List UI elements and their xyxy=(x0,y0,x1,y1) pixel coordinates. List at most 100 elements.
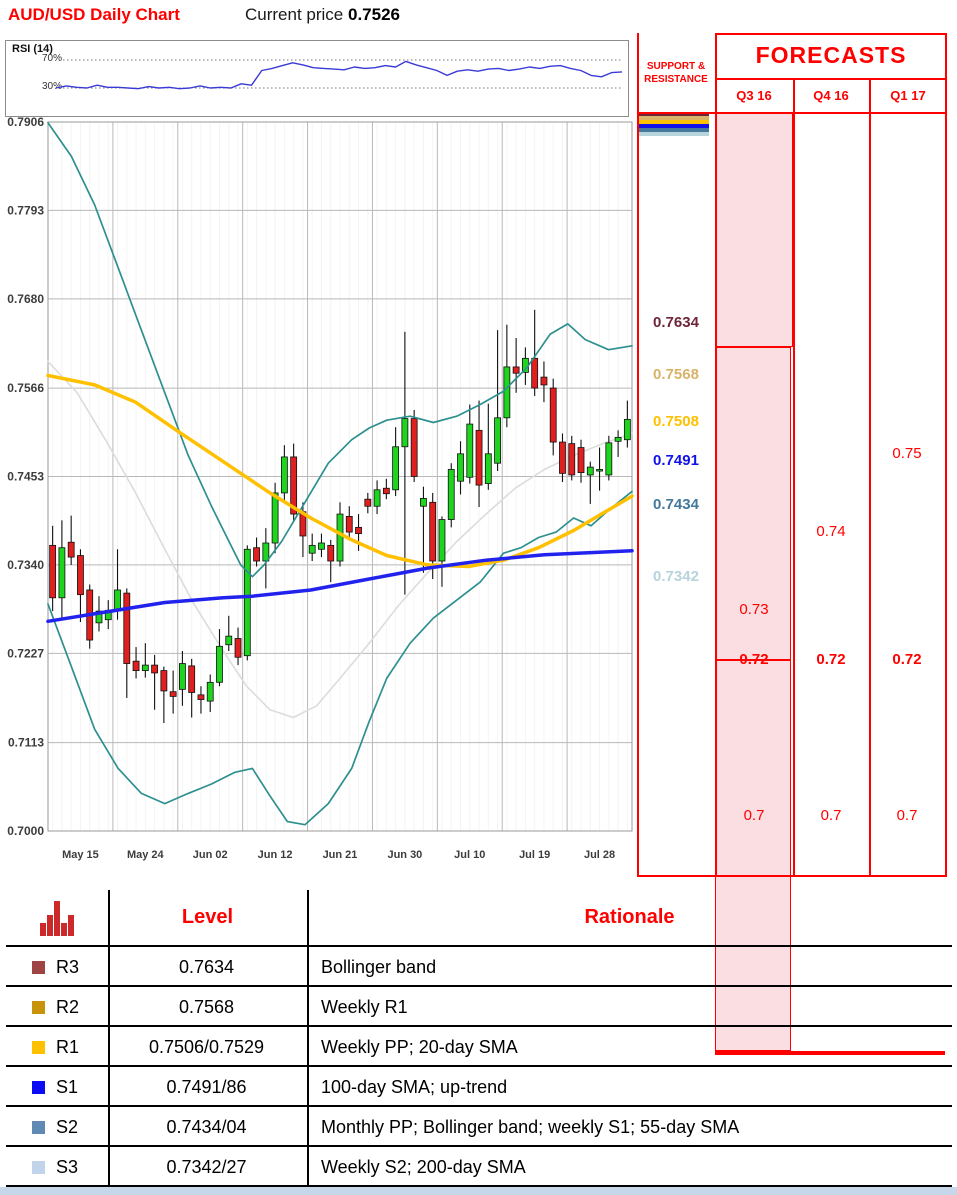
table-divider xyxy=(108,890,110,1185)
candle-body xyxy=(95,610,103,624)
level-name: R1 xyxy=(56,1036,80,1057)
forecast-high-label: 0.75 xyxy=(892,444,922,462)
table-row: S3 0.7342/27 Weekly S2; 200-day SMA xyxy=(6,1145,952,1187)
x-axis-label: May 24 xyxy=(127,849,165,861)
candle-body xyxy=(151,664,159,674)
candle-body xyxy=(614,436,622,442)
y-axis-label: 0.7113 xyxy=(8,736,44,750)
table-bottom-border xyxy=(6,1185,952,1187)
level-swatch xyxy=(32,960,45,974)
forecast-quarter-q3: Q3 16 xyxy=(736,87,772,103)
candle-body xyxy=(290,456,298,515)
support-resistance-column: 0.7634 0.7568 0.7508 0.7491 0.7434 0.7342 xyxy=(637,112,715,877)
level-value: 0.7491/86 xyxy=(166,1076,247,1097)
level-name: R2 xyxy=(56,996,80,1017)
x-axis-label: Jul 28 xyxy=(584,849,615,861)
y-axis-label: 0.7566 xyxy=(7,381,44,395)
candle-body xyxy=(234,638,242,658)
forecast-range-box xyxy=(715,346,791,660)
table-divider xyxy=(307,890,309,1185)
candle-body xyxy=(559,441,566,474)
support-resistance-header: SUPPORT & RESISTANCE xyxy=(644,60,708,85)
current-price-value: 0.7526 xyxy=(348,5,400,24)
sr-level-label: 0.7434 xyxy=(653,496,699,514)
candle-body xyxy=(596,469,603,472)
x-axis-label: Jul 19 xyxy=(519,849,550,861)
table-row: R2 0.7568 Weekly R1 xyxy=(6,985,952,1027)
candle-body xyxy=(114,589,121,612)
sr-level-line xyxy=(637,128,709,132)
forecast-low-label: 0.7 xyxy=(896,807,918,824)
sr-level-label: 0.7508 xyxy=(653,412,699,430)
candle-body xyxy=(123,592,131,664)
level-value: 0.7434/04 xyxy=(166,1116,247,1137)
forecast-consensus-line xyxy=(715,1051,945,1056)
level-column-header: Level xyxy=(181,906,234,928)
forecast-high-label: 0.74 xyxy=(816,523,846,540)
x-axis-label: Jun 30 xyxy=(387,849,422,861)
histogram-icon-bar xyxy=(47,915,53,936)
x-axis-label: Jun 02 xyxy=(193,849,228,861)
level-swatch xyxy=(32,1120,45,1134)
candle-body xyxy=(475,429,483,486)
candle-body xyxy=(540,376,548,386)
current-price: Current price 0.7526 xyxy=(245,5,400,25)
levels-table: Level Rationale R3 0.7634 Bollinger band R2… xyxy=(6,890,952,1187)
x-axis-label: May 15 xyxy=(62,849,99,861)
candle-body xyxy=(262,542,270,562)
forecast-consensus-label: 0.72 xyxy=(739,650,769,668)
table-row: S2 0.7434/04 Monthly PP; Bollinger band; w… xyxy=(6,1105,952,1147)
x-axis-label: Jun 21 xyxy=(323,849,358,861)
forecast-consensus-label: 0.72 xyxy=(892,650,922,668)
bottom-strip xyxy=(0,1187,957,1195)
candle-body xyxy=(392,446,400,491)
candle-body xyxy=(318,542,325,550)
sr-level-label: 0.7342 xyxy=(653,568,699,586)
candle-body xyxy=(429,501,437,562)
level-rationale: Weekly R1 xyxy=(321,996,408,1017)
rsi-plot xyxy=(55,59,623,90)
candle-body xyxy=(623,418,631,441)
level-name: S1 xyxy=(56,1076,79,1097)
candle-body xyxy=(179,663,186,690)
sr-level-label: 0.7634 xyxy=(653,313,699,331)
candle-body xyxy=(457,453,464,482)
sr-level-line xyxy=(637,112,709,116)
table-row: R3 0.7634 Bollinger band xyxy=(6,945,952,987)
y-axis-label: 0.7340 xyxy=(7,558,44,572)
candle-body xyxy=(531,357,539,389)
rationale-column-header: Rationale xyxy=(584,906,675,928)
candle-body xyxy=(49,544,57,599)
candle-body xyxy=(605,442,613,476)
candle-body xyxy=(484,453,492,484)
candle-body xyxy=(410,418,418,477)
x-axis-label: Jul 10 xyxy=(454,849,485,861)
y-axis-label: 0.7227 xyxy=(7,646,44,660)
candle-body xyxy=(512,366,520,374)
histogram-icon-bar xyxy=(68,915,74,936)
bollinger-lower-line xyxy=(47,490,633,826)
candle-body xyxy=(206,681,214,702)
candle-body xyxy=(160,670,168,692)
level-name: R3 xyxy=(56,956,80,977)
candle-body xyxy=(438,519,446,562)
candle-body xyxy=(169,691,177,697)
levels-table-header: Level Rationale xyxy=(6,890,952,945)
level-value: 0.7506/0.7529 xyxy=(148,1036,265,1057)
level-value: 0.7634 xyxy=(178,956,235,977)
candle-body xyxy=(364,498,372,507)
candle-body xyxy=(327,544,335,562)
rsi-line xyxy=(55,60,623,90)
forecast-low-label: 0.7 xyxy=(743,807,765,824)
candle-body xyxy=(216,645,223,683)
level-rationale: Weekly S2; 200-day SMA xyxy=(321,1156,526,1177)
candle-body xyxy=(420,498,427,507)
histogram-icon-bar xyxy=(61,923,67,936)
candle-body xyxy=(58,547,66,599)
candle-body xyxy=(382,487,390,495)
rsi-label: RSI (14) xyxy=(12,43,53,55)
level-swatch xyxy=(32,1160,45,1174)
table-row: R1 0.7506/0.7529 Weekly PP; 20-day SMA xyxy=(6,1025,952,1067)
candle-body xyxy=(494,417,501,464)
